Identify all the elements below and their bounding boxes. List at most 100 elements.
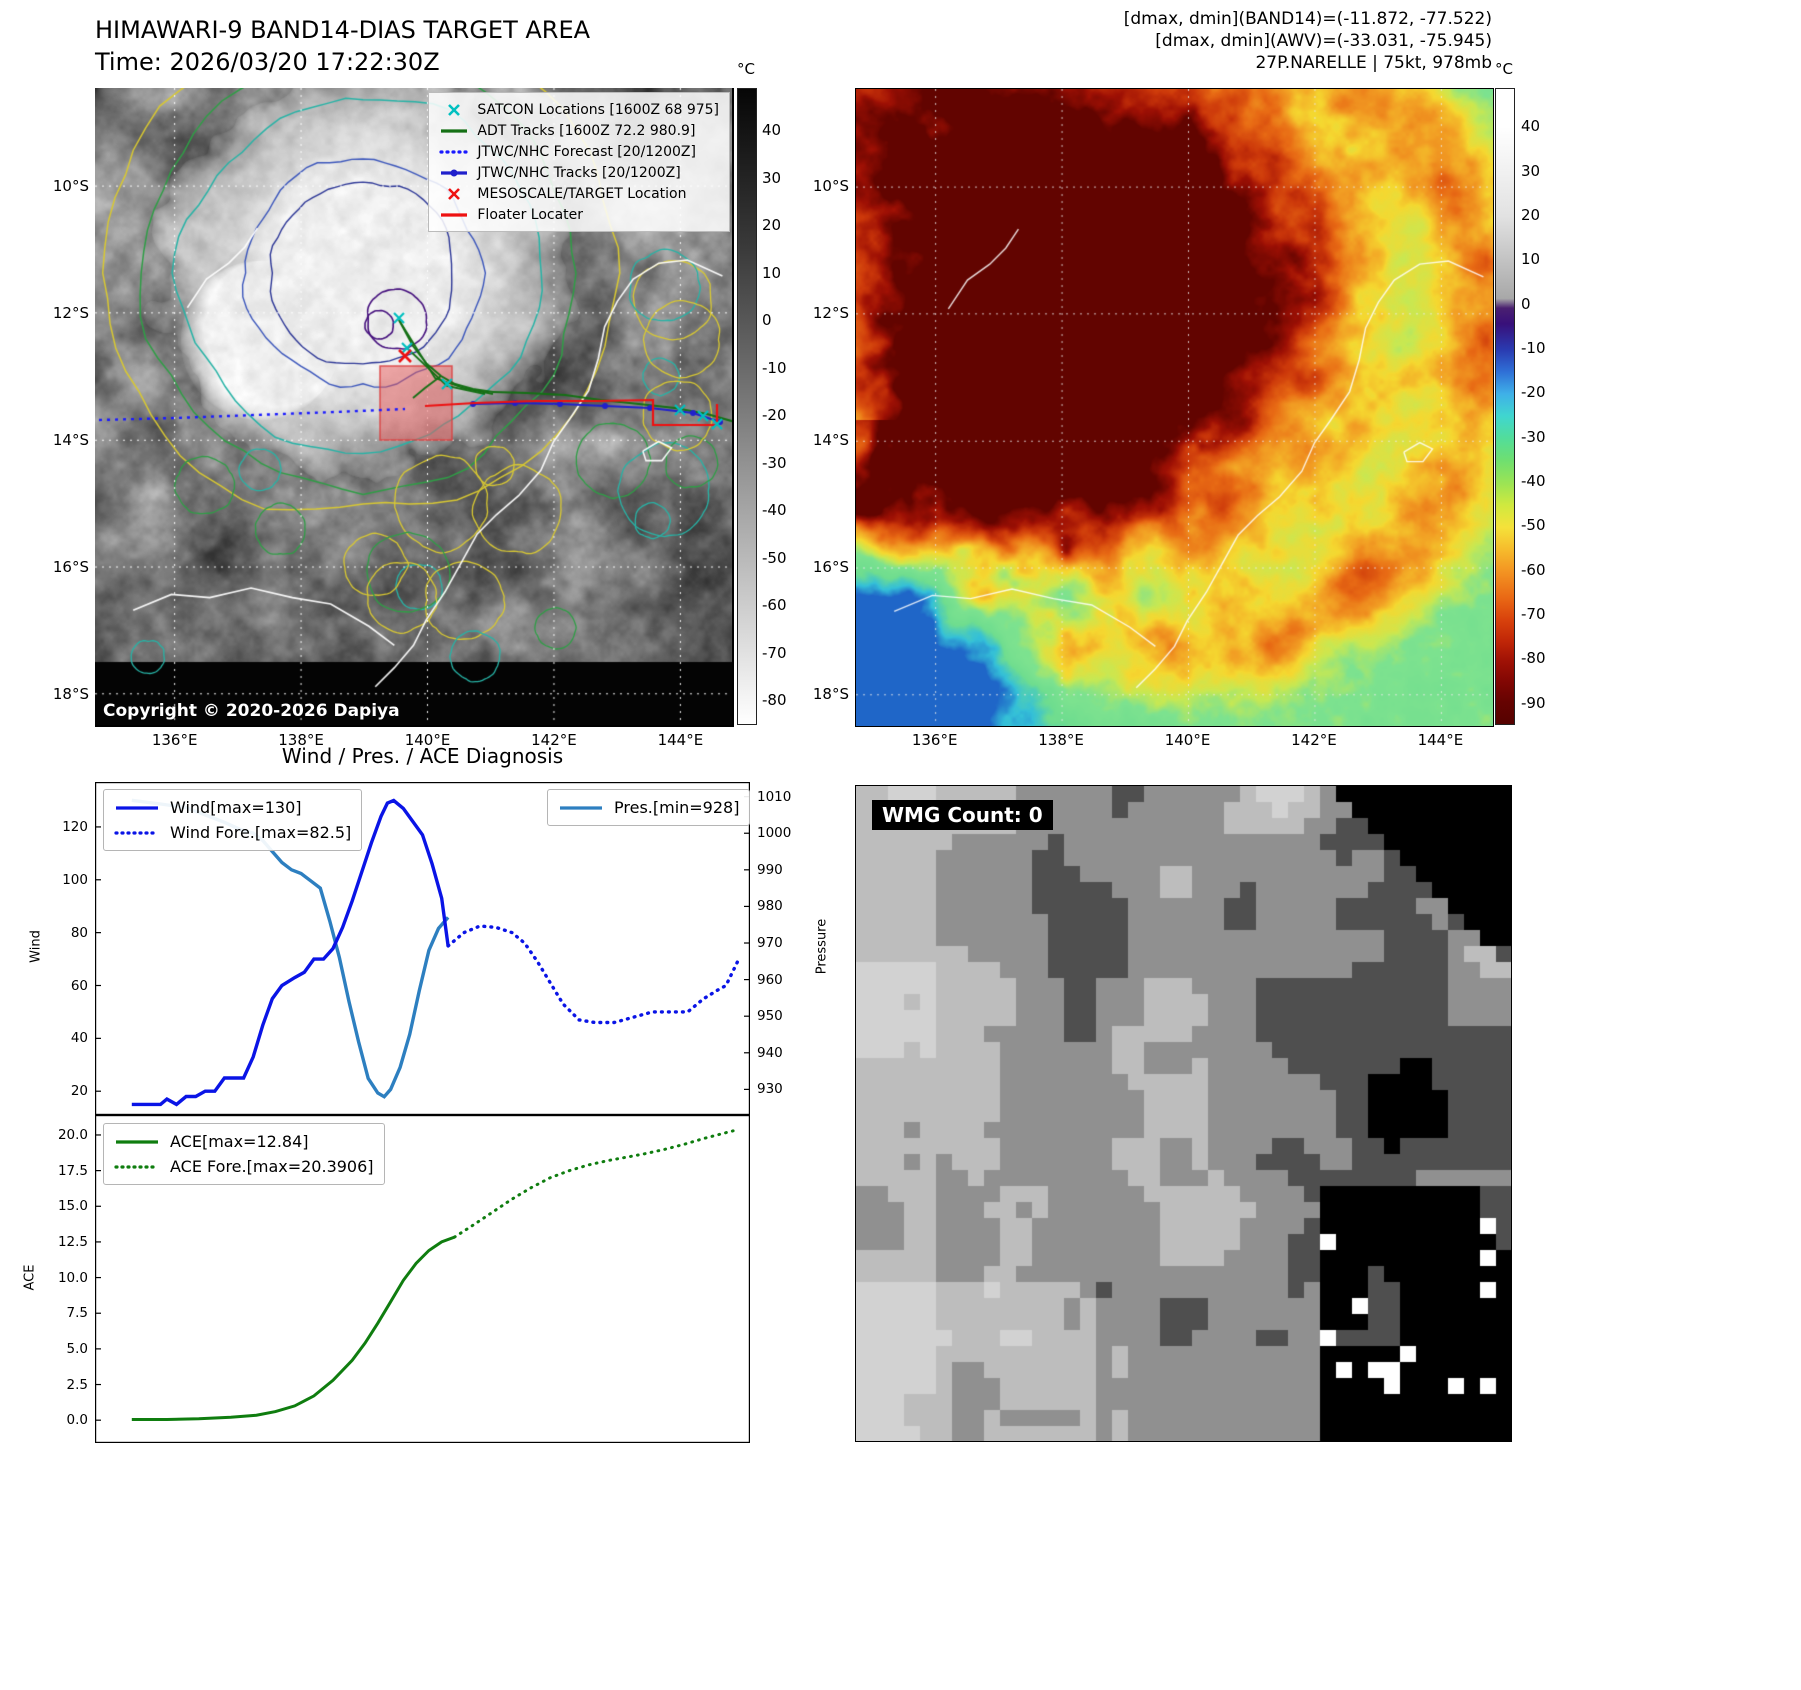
legend-swatch-dotted-line (439, 149, 469, 154)
awv-colorbar (1495, 88, 1515, 725)
tick-label: -30 (762, 453, 787, 472)
tick-label: 20.0 (57, 1126, 88, 1143)
legend-label: Wind[max=130] (170, 798, 302, 817)
tick-label: 7.5 (66, 1305, 88, 1322)
legend-swatch-x (448, 187, 461, 200)
tick-label: 1010 (757, 788, 792, 805)
legend-label: SATCON Locations [1600Z 68 975] (477, 101, 719, 118)
tick-label: -20 (762, 406, 787, 425)
tick-label: 5.0 (66, 1340, 88, 1357)
legend-label: ADT Tracks [1600Z 72.2 980.9] (477, 122, 696, 139)
legend-item: ADT Tracks [1600Z 72.2 980.9] (439, 120, 719, 141)
legend-item: Pres.[min=928] (558, 795, 739, 820)
tick-label: 10°S (52, 177, 89, 196)
legend-item: ACE Fore.[max=20.3906] (114, 1154, 374, 1179)
legend-swatch-solid (560, 805, 602, 810)
tick-label: 30 (1521, 161, 1541, 180)
legend-label: Pres.[min=928] (614, 798, 740, 817)
tick-label: 10.0 (57, 1269, 88, 1286)
tick-label: -10 (1521, 338, 1546, 357)
tick-label: 20 (762, 216, 782, 235)
ace-legend: ACE[max=12.84] ACE Fore.[max=20.3906] (103, 1123, 385, 1185)
awv-header: [dmax, dmin](BAND14)=(-11.872, -77.522) … (992, 8, 1492, 74)
series-line (131, 798, 450, 1107)
awv-colorbar-unit: °C (1495, 60, 1513, 78)
legend-item: Floater Locater (439, 204, 719, 225)
tick-label: 940 (757, 1044, 783, 1061)
legend-item: JTWC/NHC Tracks [20/1200Z] (439, 162, 719, 183)
tick-label: -30 (1521, 427, 1546, 446)
tick-label: 970 (757, 935, 783, 951)
band14-map-legend: SATCON Locations [1600Z 68 975] ADT Track… (428, 92, 730, 232)
tick-label: 950 (757, 1008, 783, 1025)
tick-label: -50 (1521, 516, 1546, 535)
tick-label: 60 (70, 977, 88, 994)
wind-legend: Wind[max=130] Wind Fore.[max=82.5] (103, 789, 363, 851)
legend-item: ACE[max=12.84] (114, 1129, 374, 1154)
legend-swatch-x (448, 103, 461, 116)
tick-label: 0.0 (66, 1412, 88, 1429)
ace-axis-label: ACE (22, 1264, 38, 1291)
tick-label: 142°E (1291, 731, 1337, 749)
tick-label: 136°E (151, 731, 198, 749)
tick-label: 10 (762, 263, 782, 282)
tick-label: 0 (1521, 294, 1531, 313)
tick-label: -10 (762, 358, 787, 377)
awv-map-panel (855, 88, 1494, 727)
tick-label: 2.5 (66, 1376, 88, 1393)
legend-item: Wind Fore.[max=82.5] (114, 820, 351, 845)
tick-label: 138°E (278, 731, 324, 749)
tick-label: -50 (762, 548, 787, 567)
legend-swatch-line (441, 128, 468, 133)
tick-label: 140°E (1164, 731, 1211, 749)
tick-label: 120 (62, 818, 88, 835)
legend-swatch-line-dot (441, 169, 468, 176)
tick-label: -80 (762, 691, 787, 710)
ace-chart (95, 1115, 750, 1443)
series-line (131, 1235, 456, 1421)
tick-label: 40 (762, 121, 782, 140)
tick-label: 140°E (404, 731, 451, 749)
legend-item: JTWC/NHC Forecast [20/1200Z] (439, 141, 719, 162)
band14-colorbar-unit: °C (737, 60, 755, 78)
legend-item: Wind[max=130] (114, 795, 351, 820)
tick-label: 960 (757, 971, 783, 988)
tick-label: -60 (1521, 560, 1546, 579)
tick-label: 12°S (52, 303, 89, 322)
legend-swatch-dotted (114, 830, 160, 835)
legend-label: JTWC/NHC Tracks [20/1200Z] (477, 164, 681, 181)
pressure-axis-label: Pressure (814, 918, 830, 975)
diagnosis-title: Wind / Pres. / ACE Diagnosis (281, 744, 564, 768)
awv-map-canvas (856, 89, 1493, 726)
tick-label: -20 (1521, 383, 1546, 402)
copyright-label: Copyright © 2020-2026 Dapiya (103, 701, 400, 721)
legend-label: MESOSCALE/TARGET Location (477, 185, 687, 202)
band14-title: HIMAWARI-9 BAND14-DIAS TARGET AREA (95, 16, 591, 44)
tick-label: -60 (762, 596, 787, 615)
tick-label: 15.0 (57, 1198, 88, 1215)
tick-label: 16°S (52, 558, 89, 577)
dmax-dmin-band14-label: [dmax, dmin](BAND14)=(-11.872, -77.522) (1123, 9, 1492, 29)
tick-label: 144°E (1417, 731, 1464, 749)
tick-label: 10 (1521, 250, 1541, 269)
tick-label: -90 (1521, 693, 1546, 712)
tick-label: 18°S (52, 684, 89, 703)
legend-item: MESOSCALE/TARGET Location (439, 183, 719, 204)
tick-label: 20 (1521, 205, 1541, 224)
series-line (453, 1127, 741, 1239)
tick-label: 30 (762, 168, 782, 187)
tick-label: 20 (70, 1083, 88, 1100)
wmg-count-label: WMG Count: 0 (872, 800, 1053, 830)
legend-label: Wind Fore.[max=82.5] (170, 823, 352, 842)
tick-label: 0 (762, 311, 772, 330)
tick-label: 40 (1521, 117, 1541, 136)
legend-swatch-solid (116, 1139, 158, 1144)
legend-item: SATCON Locations [1600Z 68 975] (439, 99, 719, 120)
band14-map-panel: SATCON Locations [1600Z 68 975] ADT Track… (95, 88, 734, 727)
tick-label: 18°S (812, 684, 849, 703)
tick-label: 40 (70, 1030, 88, 1047)
legend-label: ACE Fore.[max=20.3906] (170, 1157, 374, 1176)
tick-label: 80 (70, 924, 88, 941)
band14-time-label: Time: 2026/03/20 17:22:30Z (95, 48, 440, 76)
legend-swatch-solid (116, 805, 158, 810)
